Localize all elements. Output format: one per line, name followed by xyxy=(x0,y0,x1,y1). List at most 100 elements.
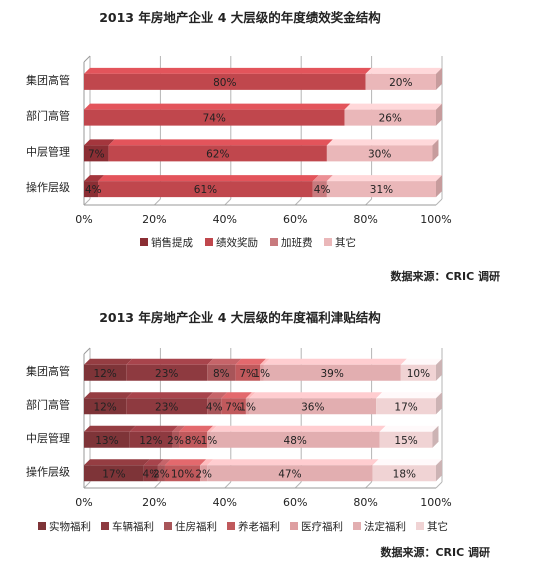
bonus-chart-bar-segment xyxy=(312,181,327,198)
bonus-chart-category-label: 操作层级 xyxy=(26,180,70,194)
benefit-chart-data-label: 17% xyxy=(394,401,417,413)
benefit-chart-data-label: 39% xyxy=(320,368,343,380)
bonus-chart-data-label: 31% xyxy=(370,184,393,196)
benefit-chart-bar-segment xyxy=(129,431,172,448)
benefit-chart-x-tick-label: 100% xyxy=(420,496,451,509)
bonus-chart-y-axis-depth xyxy=(83,55,91,63)
benefit-chart-data-label: 8% xyxy=(213,368,230,380)
bonus-chart-data-label: 7% xyxy=(88,148,105,160)
benefit-chart-title: 2013 年房地产企业 4 大层级的年度福利津贴结构 xyxy=(99,310,381,325)
benefit-chart-bar-top xyxy=(126,392,214,399)
bonus-chart-x-tick-label: 0% xyxy=(75,213,92,226)
benefit-chart-data-label: 12% xyxy=(93,368,116,380)
bonus-chart-bar-end xyxy=(432,139,439,162)
benefit-chart-bar-end xyxy=(432,425,439,448)
bonus-chart-data-label: 4% xyxy=(314,184,331,196)
bonus-chart-bar-top xyxy=(365,67,442,74)
bonus-chart-bar-segment xyxy=(108,145,327,162)
benefit-chart-bar-top xyxy=(400,358,442,365)
benefit-chart-bar-top xyxy=(207,459,379,466)
benefit-chart-bar-top xyxy=(263,358,407,365)
benefit-chart-legend-swatch xyxy=(38,522,46,530)
bonus-chart-bar-end xyxy=(436,67,442,90)
benefit-chart-data-label: 48% xyxy=(284,435,307,447)
bonus-chart-bar-end xyxy=(436,103,442,126)
bonus-chart-legend-swatch xyxy=(140,238,148,246)
bonus-chart-bar-top xyxy=(84,139,115,146)
benefit-chart-data-label: 13% xyxy=(95,435,118,447)
bonus-chart-bar-segment xyxy=(344,109,436,126)
bonus-chart-category-label: 部门高管 xyxy=(26,109,70,123)
benefit-chart-data-label: 17% xyxy=(102,468,125,480)
bonus-chart-data-label: 4% xyxy=(85,184,102,196)
benefit-chart-bar-top xyxy=(179,425,214,432)
benefit-chart-bar-segment xyxy=(179,431,208,448)
benefit-chart-legend-label: 车辆福利 xyxy=(112,520,154,533)
benefit-chart-category-label: 操作层级 xyxy=(26,464,70,478)
benefit-chart-data-label: 4% xyxy=(206,401,223,413)
benefit-chart-bar-top xyxy=(207,358,242,365)
bonus-chart-data-label: 30% xyxy=(368,148,391,160)
bonus-chart-legend-label: 其它 xyxy=(335,236,356,249)
benefit-chart-bar-top xyxy=(172,425,186,432)
benefit-chart-bar-top xyxy=(379,425,439,432)
bonus-chart-source: 数据来源：CRIC 调研 xyxy=(390,269,500,283)
benefit-chart-bar-top xyxy=(221,392,252,399)
bonus-chart-bar-end xyxy=(436,175,442,198)
benefit-chart-legend-label: 养老福利 xyxy=(238,520,280,533)
benefit-chart-data-label: 12% xyxy=(93,401,116,413)
benefit-chart-data-label: 10% xyxy=(407,368,430,380)
benefit-chart-bar-top xyxy=(207,392,228,399)
bonus-chart-grid-floor xyxy=(154,198,161,206)
benefit-structure-chart: 2013 年房地产企业 4 大层级的年度福利津贴结构 0% 20% 40% 60% 80%… xyxy=(0,290,533,578)
bonus-chart-x-tick-label: 80% xyxy=(353,213,377,226)
benefit-chart-bar-end xyxy=(436,459,442,482)
benefit-chart-data-label: 4% xyxy=(143,468,160,480)
bonus-structure-chart-svg: 2013 年房地产企业 4 大层级的年度绩效奖金结构 0% 20% 40% 60% 80%… xyxy=(26,10,500,283)
bonus-chart-legend-label: 加班费 xyxy=(281,236,313,249)
benefit-chart-bar-segment xyxy=(260,364,264,381)
benefit-chart-bar-segment xyxy=(221,398,246,415)
bonus-chart-bar-segment xyxy=(84,109,345,126)
benefit-chart-bar-top xyxy=(372,459,442,466)
benefit-chart-x-tick-label: 20% xyxy=(142,496,166,509)
bonus-chart-x-tick-label: 20% xyxy=(142,213,166,226)
benefit-chart-bar-segment xyxy=(84,364,127,381)
bonus-chart-data-label: 20% xyxy=(389,77,412,89)
benefit-chart-data-label: 2% xyxy=(153,468,170,480)
benefit-chart-bar-top xyxy=(164,459,207,466)
bonus-chart-grid-floor xyxy=(435,198,443,206)
benefit-chart-bar-segment xyxy=(263,364,401,381)
benefit-chart-data-label: 36% xyxy=(301,401,324,413)
benefit-chart-bar-top xyxy=(210,425,386,432)
benefit-chart-bar-segment xyxy=(164,465,201,482)
benefit-chart-bar-segment xyxy=(372,465,436,482)
benefit-chart-bar-segment xyxy=(210,431,380,448)
benefit-chart-grid-floor xyxy=(294,481,302,489)
bonus-chart-legend-swatch xyxy=(205,238,213,246)
benefit-chart-grid-floor xyxy=(154,481,161,489)
benefit-chart-bar-top xyxy=(84,392,133,399)
bonus-chart-bar-segment xyxy=(326,145,433,162)
benefit-chart-bar-segment xyxy=(157,465,165,482)
benefit-chart-bar-top xyxy=(207,425,217,432)
benefit-chart-bar-end xyxy=(436,392,442,415)
benefit-chart-bar-segment xyxy=(400,364,436,381)
benefit-chart-data-label: 8% xyxy=(185,435,202,447)
benefit-chart-bar-top xyxy=(84,425,136,432)
benefit-chart-legend-swatch xyxy=(416,522,424,530)
bonus-chart-x-tick-label: 40% xyxy=(213,213,237,226)
bonus-chart-data-label: 74% xyxy=(203,113,226,125)
benefit-chart-data-label: 2% xyxy=(167,435,184,447)
benefit-chart-x-tick-label: 80% xyxy=(353,496,377,509)
bonus-chart-bar-top xyxy=(312,175,333,182)
bonus-chart-bar-top xyxy=(84,103,351,110)
benefit-chart-legend-label: 医疗福利 xyxy=(301,520,343,533)
benefit-chart-bar-segment xyxy=(207,364,236,381)
bonus-chart-grid-floor xyxy=(224,198,232,206)
benefit-chart-x-tick-label: 40% xyxy=(213,496,237,509)
benefit-chart-bar-top xyxy=(129,425,178,432)
benefit-chart-y-axis-depth xyxy=(83,347,91,355)
benefit-chart-data-label: 12% xyxy=(139,435,162,447)
benefit-chart-data-label: 7% xyxy=(225,401,242,413)
